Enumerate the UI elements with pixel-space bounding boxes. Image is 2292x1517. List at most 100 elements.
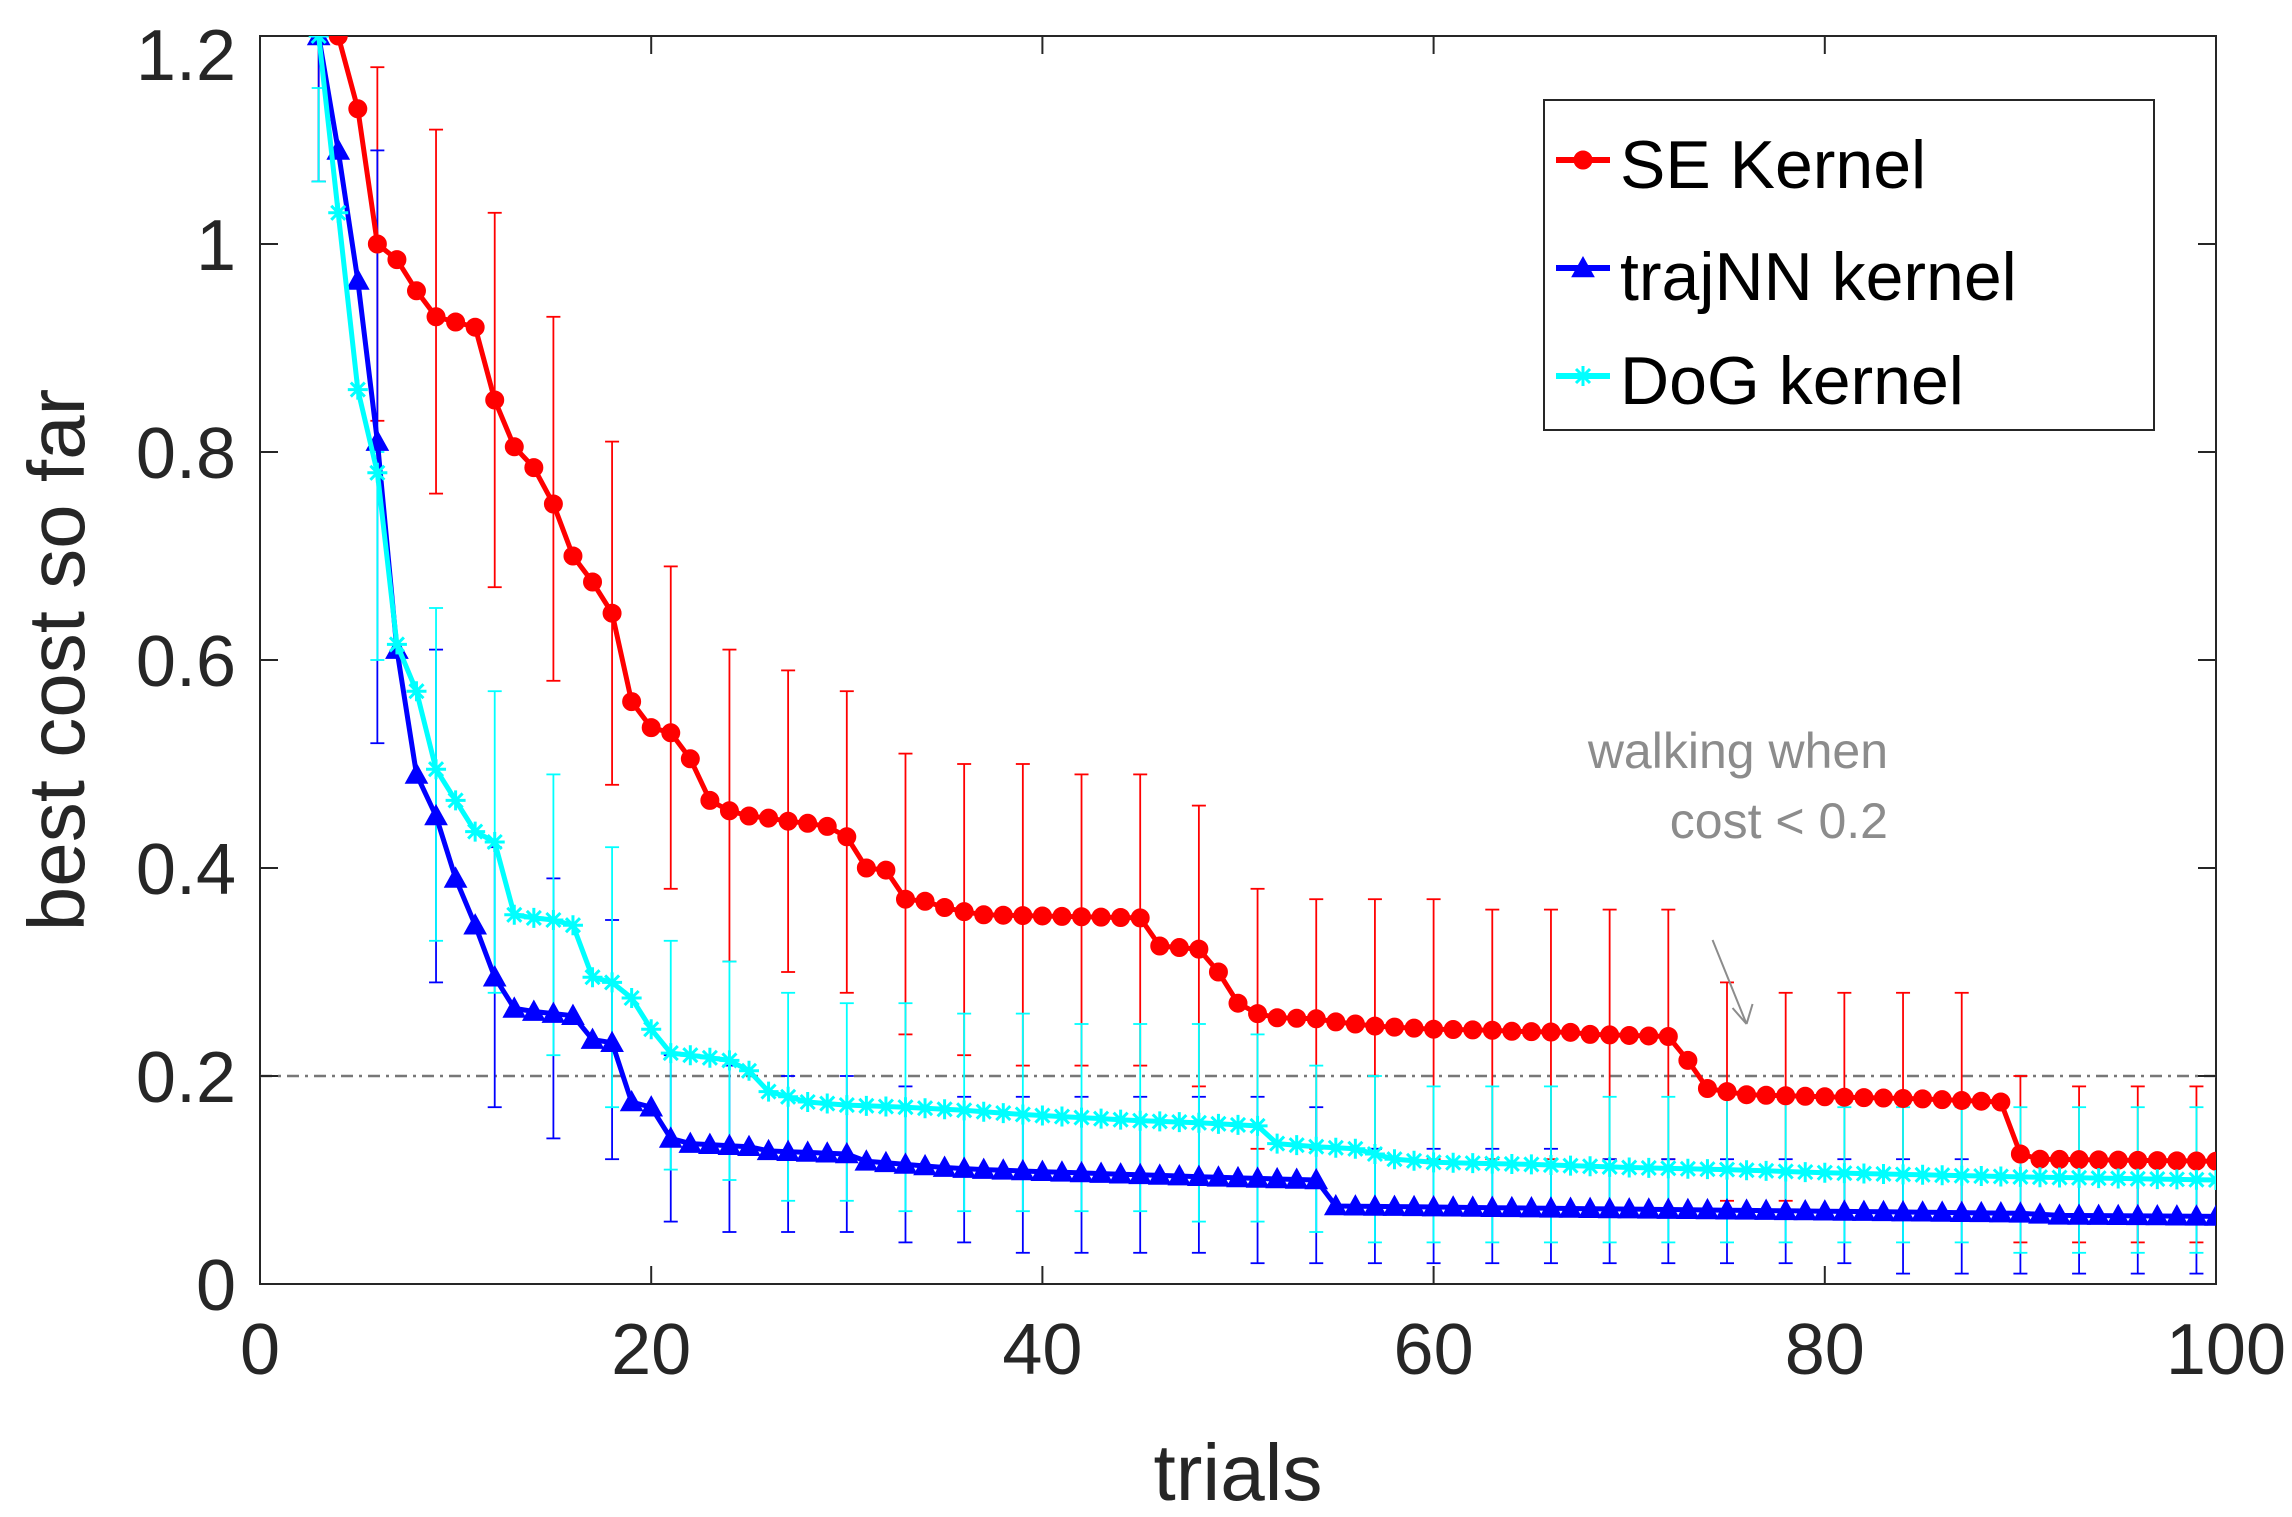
data-point [1345, 1138, 1366, 1159]
data-point [834, 1141, 859, 1164]
data-point [935, 898, 955, 918]
data-point [1932, 1165, 1953, 1186]
data-point [991, 1158, 1016, 1180]
data-point [1580, 1156, 1601, 1177]
data-point [719, 801, 739, 821]
data-point [973, 1101, 994, 1122]
data-point [465, 821, 486, 842]
data-point [367, 234, 387, 254]
data-point [915, 1098, 936, 1119]
data-point [1991, 1092, 2011, 1112]
data-point [680, 749, 700, 769]
data-point [1441, 1195, 1466, 1217]
data-point [1756, 1160, 1777, 1181]
data-point [1443, 1152, 1464, 1173]
data-point [2010, 1166, 2031, 1187]
data-point [2128, 1150, 2148, 1170]
data-point [1284, 1167, 1309, 1189]
data-point [1932, 1090, 1952, 1110]
data-point [1639, 1026, 1659, 1046]
data-point [1717, 1082, 1737, 1102]
data-point [1560, 1155, 1581, 1176]
data-point [1734, 1198, 1759, 1220]
data-point [1893, 1164, 1914, 1185]
data-point [2125, 1203, 2150, 1226]
data-point [582, 967, 603, 988]
data-point [856, 1095, 877, 1116]
data-point [523, 907, 544, 928]
data-point [1913, 1089, 1933, 1109]
data-point [954, 902, 974, 922]
data-point [1463, 1020, 1483, 1040]
data-point [602, 972, 623, 993]
data-point [2145, 1203, 2170, 1226]
data-point [1208, 962, 1228, 982]
data-point [1949, 1200, 1974, 1222]
data-point [1013, 906, 1033, 926]
data-point [934, 1099, 955, 1120]
y-tick-label: 0.4 [136, 830, 236, 910]
y-tick-label: 1 [196, 206, 236, 286]
data-point [1306, 1136, 1327, 1157]
data-point [915, 891, 935, 911]
data-point [1834, 1163, 1855, 1184]
data-point [837, 827, 857, 847]
data-point [463, 913, 488, 935]
series-se-kernel [328, 36, 2216, 1171]
data-point [739, 806, 759, 826]
data-point [348, 99, 368, 119]
data-point [1460, 1195, 1485, 1217]
data-point [1404, 1150, 1425, 1171]
data-point [817, 1093, 838, 1114]
annotation-line-2: cost < 0.2 [1670, 793, 1888, 849]
data-point [1149, 1111, 1170, 1132]
data-point [2067, 1203, 2091, 1225]
data-point [1854, 1088, 1874, 1108]
data-point [1521, 1154, 1542, 1175]
data-point [893, 1152, 918, 1174]
x-axis-label: trials [1154, 1428, 1323, 1512]
data-point [1189, 939, 1209, 959]
data-point [1597, 1196, 1622, 1219]
data-point [1658, 1158, 1679, 1179]
data-point [2106, 1203, 2131, 1226]
data-point [600, 1030, 624, 1053]
data-point [1814, 1162, 1835, 1183]
data-point [759, 808, 779, 828]
data-point [932, 1155, 957, 1177]
data-point [1599, 1156, 1620, 1177]
data-point [2069, 1167, 2090, 1188]
data-point [2108, 1168, 2129, 1189]
data-point [1676, 1197, 1700, 1220]
data-point [1619, 1025, 1639, 1045]
data-point [1050, 1160, 1074, 1182]
data-point [1873, 1163, 1894, 1184]
data-point [717, 1133, 742, 1155]
data-point [1795, 1086, 1815, 1106]
data-point [639, 1095, 664, 1117]
data-point [1561, 1022, 1581, 1042]
data-point [1147, 1163, 1172, 1185]
data-point [367, 462, 388, 483]
data-point [1306, 1009, 1326, 1029]
legend-swatch-marker [1571, 255, 1595, 278]
data-point [1754, 1198, 1778, 1220]
data-point [1658, 1026, 1678, 1046]
data-point [2184, 1204, 2209, 1226]
data-point [661, 723, 681, 743]
data-point [2166, 1169, 2187, 1190]
data-point [1600, 1025, 1620, 1045]
data-point [836, 1095, 857, 1116]
data-point [1990, 1166, 2011, 1187]
data-point [756, 1138, 781, 1161]
data-point [2050, 1149, 2070, 1169]
data-point [1617, 1197, 1642, 1219]
data-point [1619, 1157, 1640, 1178]
data-point [641, 718, 661, 738]
data-point [1167, 1164, 1192, 1186]
x-tick-label: 0 [240, 1310, 280, 1390]
data-point [895, 889, 915, 909]
data-point [1971, 1166, 1992, 1187]
data-point [521, 999, 546, 1021]
